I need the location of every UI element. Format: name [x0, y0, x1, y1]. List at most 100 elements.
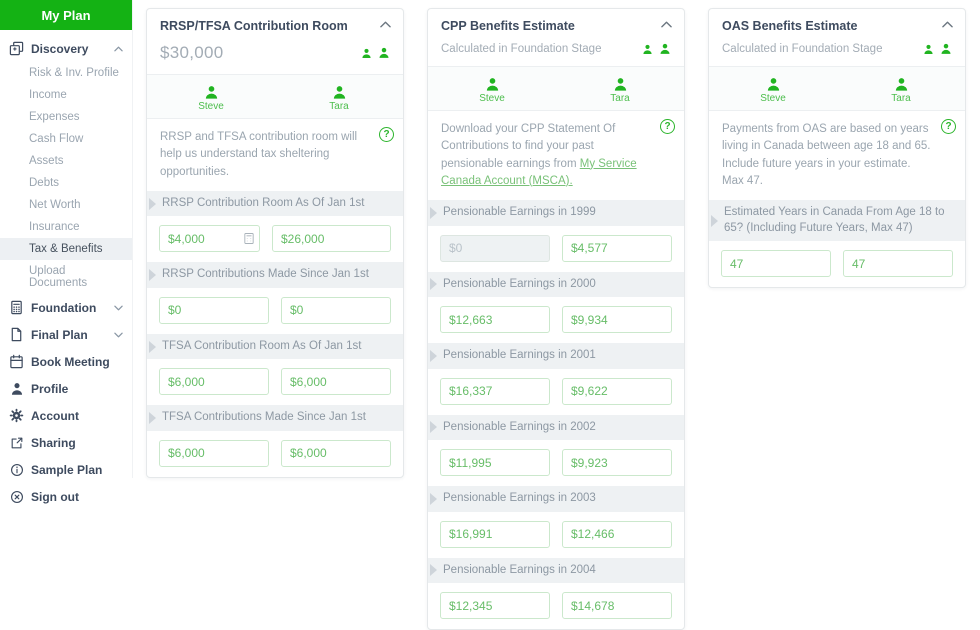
sidebar-item-account[interactable]: Account [0, 402, 132, 429]
earnings-2001-person2-input[interactable] [562, 377, 672, 405]
person-icon [379, 47, 389, 58]
tfsa-contrib-person2-input[interactable] [281, 439, 391, 467]
sidebar-item-assets[interactable]: Assets [29, 155, 64, 167]
sidebar-item-label: Sign out [31, 489, 79, 504]
card-title: OAS Benefits Estimate [722, 19, 858, 33]
earnings-2000-person2-input[interactable] [562, 306, 672, 334]
tab-person1[interactable]: Steve [147, 85, 275, 112]
sidebar-item-book-meeting[interactable]: Book Meeting [0, 348, 132, 375]
field-label: Pensionable Earnings in 2000 [428, 271, 684, 298]
sign-out-icon [9, 489, 24, 504]
sidebar-item-expenses[interactable]: Expenses [29, 111, 80, 123]
rrsp-room-person2-input[interactable] [272, 225, 391, 253]
tfsa-room-person1-input[interactable] [159, 368, 269, 396]
sidebar-section-final-plan[interactable]: Final Plan [0, 321, 132, 348]
sidebar-item-label: Account [31, 408, 79, 423]
field-group: Pensionable Earnings in 1999 [428, 200, 684, 272]
card-title: RRSP/TFSA Contribution Room [160, 19, 348, 33]
earnings-2002-person2-input[interactable] [562, 449, 672, 477]
sidebar-item-label: Sharing [31, 435, 76, 450]
earnings-2003-person2-input[interactable] [562, 520, 672, 548]
earnings-1999-person1-input [440, 234, 550, 262]
person-icon [362, 48, 371, 58]
help-icon[interactable]: ? [660, 119, 675, 134]
sidebar-item-risk-inv-profile[interactable]: Risk & Inv. Profile [29, 67, 119, 79]
person-icon [614, 78, 626, 91]
card-description: Download your CPP Statement Of Contribut… [428, 111, 684, 200]
field-label: Estimated Years in Canada From Age 18 to… [709, 200, 965, 242]
earnings-1999-person2-input[interactable] [562, 234, 672, 262]
sidebar-section-discovery[interactable]: Discovery [0, 35, 132, 62]
sidebar-section-label: Foundation [31, 300, 97, 315]
sidebar-item-net-worth[interactable]: Net Worth [29, 199, 81, 211]
person-icon [9, 381, 24, 396]
tfsa-contrib-person1-input[interactable] [159, 439, 269, 467]
field-label: Pensionable Earnings in 2002 [428, 414, 684, 441]
tab-person2[interactable]: Tara [837, 77, 965, 104]
document-icon [9, 327, 24, 342]
sidebar-item-insurance[interactable]: Insurance [29, 221, 80, 233]
collapse-chevron-up-icon[interactable] [661, 21, 672, 28]
tab-label: Tara [329, 101, 349, 112]
calculator-icon [9, 300, 24, 315]
field-group: Pensionable Earnings in 2003 [428, 486, 684, 558]
sidebar-item-profile[interactable]: Profile [0, 375, 132, 402]
field-label: RRSP Contributions Made Since Jan 1st [147, 262, 403, 288]
card-cpp-benefits-estimate: CPP Benefits Estimate Calculated in Foun… [427, 8, 685, 630]
sidebar-item-income[interactable]: Income [29, 89, 67, 101]
card-description: RRSP and TFSA contribution room will hel… [147, 119, 403, 191]
help-icon[interactable]: ? [379, 127, 394, 142]
tab-person1[interactable]: Steve [709, 77, 837, 104]
rrsp-contrib-person1-input[interactable] [159, 296, 269, 324]
collapse-chevron-up-icon[interactable] [380, 21, 391, 28]
earnings-2004-person2-input[interactable] [562, 592, 672, 620]
tfsa-room-person2-input[interactable] [281, 368, 391, 396]
tab-label: Tara [610, 93, 630, 104]
msca-link[interactable]: My Service Canada Account (MSCA). [441, 157, 637, 187]
tab-label: Tara [891, 93, 911, 104]
sidebar-item-label: Book Meeting [31, 354, 110, 369]
sidebar: My Plan Discovery Risk & Inv. Profile In… [0, 0, 133, 504]
person-icon [924, 44, 933, 54]
tab-label: Steve [198, 101, 224, 112]
earnings-2002-person1-input[interactable] [440, 449, 550, 477]
tab-person2[interactable]: Tara [556, 77, 684, 104]
field-group: TFSA Contribution Room As Of Jan 1st [147, 333, 403, 406]
years-in-canada-person2-input[interactable] [843, 250, 953, 278]
person-icon [895, 78, 907, 91]
sidebar-section-foundation[interactable]: Foundation [0, 294, 132, 321]
sidebar-item-cash-flow[interactable]: Cash Flow [29, 133, 84, 145]
person-icon [767, 78, 779, 91]
person-icon [486, 78, 498, 91]
collapse-chevron-up-icon[interactable] [942, 21, 953, 28]
sidebar-item-sign-out[interactable]: Sign out [0, 483, 132, 510]
field-label: TFSA Contributions Made Since Jan 1st [147, 405, 403, 431]
help-icon[interactable]: ? [941, 119, 956, 134]
share-external-icon [9, 435, 24, 450]
sidebar-item-debts[interactable]: Debts [29, 177, 60, 189]
card-rrsp-tfsa-contribution-room: RRSP/TFSA Contribution Room $30,000 Stev… [146, 8, 404, 478]
person-icon [333, 86, 345, 99]
rrsp-room-person1-input[interactable] [159, 225, 260, 253]
sidebar-item-sharing[interactable]: Sharing [0, 429, 132, 456]
rrsp-contrib-person2-input[interactable] [281, 296, 391, 324]
tab-person1[interactable]: Steve [428, 77, 556, 104]
sidebar-item-tax-benefits[interactable]: Tax & Benefits [0, 238, 132, 260]
years-in-canada-person1-input[interactable] [721, 250, 831, 278]
tab-person2[interactable]: Tara [275, 85, 403, 112]
earnings-2000-person1-input[interactable] [440, 306, 550, 334]
earnings-2001-person1-input[interactable] [440, 377, 550, 405]
earnings-2004-person1-input[interactable] [440, 592, 550, 620]
total-contribution-room: $30,000 [160, 43, 224, 62]
card-oas-benefits-estimate: OAS Benefits Estimate Calculated in Foun… [708, 8, 966, 289]
persons-pair-indicator [642, 43, 671, 55]
field-label: Pensionable Earnings in 2001 [428, 343, 684, 369]
field-group: RRSP Contributions Made Since Jan 1st [147, 262, 403, 334]
field-label: Pensionable Earnings in 2004 [428, 557, 684, 584]
field-label: Pensionable Earnings in 1999 [428, 200, 684, 226]
sidebar-item-upload-documents[interactable]: Upload Documents [29, 265, 88, 289]
chevron-down-icon [114, 305, 123, 311]
earnings-2003-person1-input[interactable] [440, 520, 550, 548]
sidebar-item-sample-plan[interactable]: Sample Plan [0, 456, 132, 483]
sidebar-section-label: Final Plan [31, 327, 88, 342]
